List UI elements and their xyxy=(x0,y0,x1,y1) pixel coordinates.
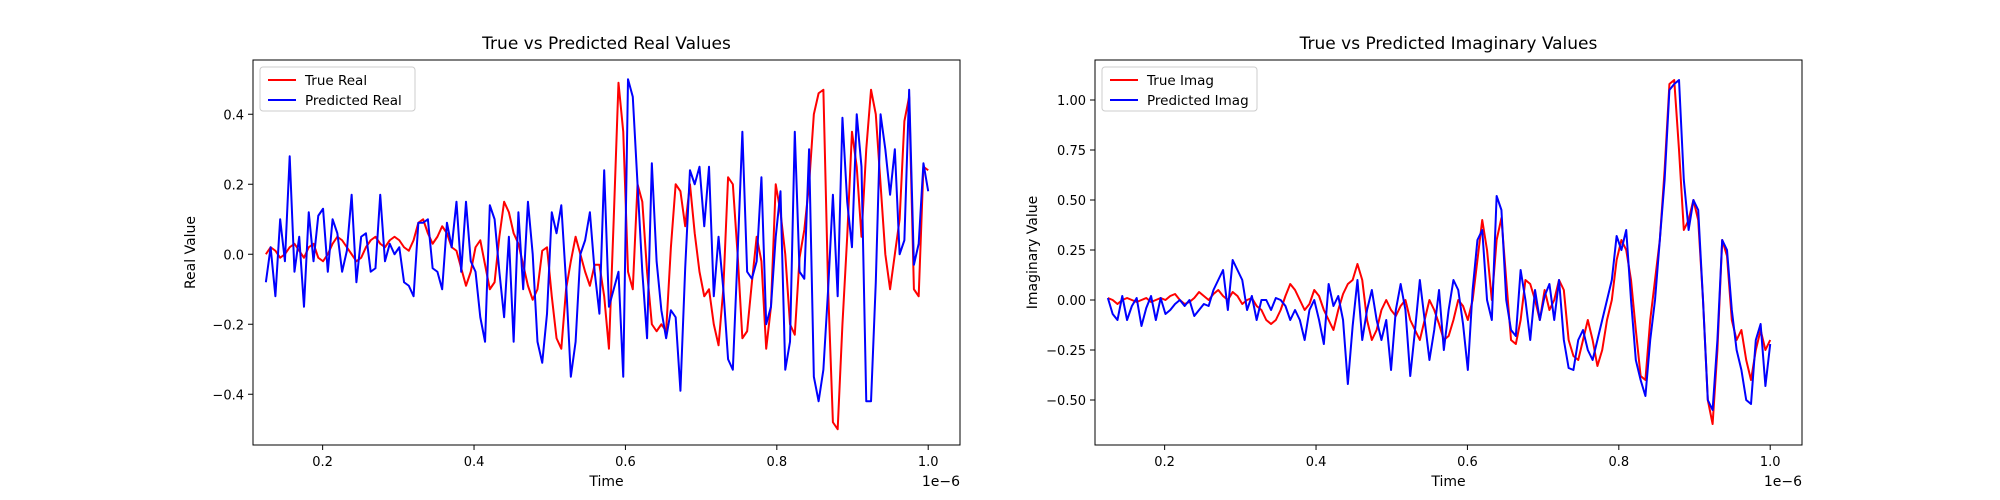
chart-title: True vs Predicted Imaginary Values xyxy=(1299,34,1598,54)
series-line-0 xyxy=(1107,79,1772,425)
series-line-0 xyxy=(265,81,929,431)
x-axis-offset-label: 1e−6 xyxy=(1764,474,1802,490)
chart-title: True vs Predicted Real Values xyxy=(481,34,731,54)
legend-label: True Imag xyxy=(1146,73,1214,89)
legend-box xyxy=(1101,66,1258,112)
y-tick-label: −0.4 xyxy=(212,388,244,403)
x-tick-label: 0.6 xyxy=(615,455,636,470)
x-tick-label: 0.2 xyxy=(312,455,333,470)
y-tick-label: 0.50 xyxy=(1057,194,1086,209)
series-line-1 xyxy=(264,78,930,403)
legend-label: True Real xyxy=(304,73,367,89)
y-tick-label: 0.25 xyxy=(1057,244,1086,259)
x-axis-label: Time xyxy=(1430,474,1465,490)
y-tick-label: 0.2 xyxy=(223,178,244,193)
x-tick-label: 1.0 xyxy=(1760,455,1781,470)
series-line-1 xyxy=(1106,79,1772,411)
x-tick-label: 0.8 xyxy=(1608,455,1629,470)
y-tick-label: −0.25 xyxy=(1046,344,1086,359)
y-axis-label: Real Value xyxy=(183,216,199,289)
x-tick-label: 0.4 xyxy=(1306,455,1327,470)
y-tick-label: 0.4 xyxy=(223,108,244,123)
plot-frame xyxy=(1094,59,1803,446)
y-tick-label: −0.50 xyxy=(1046,394,1086,409)
x-tick-label: 0.6 xyxy=(1457,455,1478,470)
x-tick-label: 0.4 xyxy=(464,455,485,470)
x-axis-label: Time xyxy=(588,474,623,490)
x-axis-offset-label: 1e−6 xyxy=(922,474,960,490)
y-tick-label: 0.00 xyxy=(1057,294,1086,309)
legend-box xyxy=(259,66,416,112)
x-tick-label: 1.0 xyxy=(918,455,939,470)
y-axis-label: Imaginary Value xyxy=(1025,196,1041,310)
legend-label: Predicted Imag xyxy=(1147,93,1249,109)
y-tick-label: 0.0 xyxy=(223,248,244,263)
legend-label: Predicted Real xyxy=(305,93,402,109)
imaginary-values-chart: True vs Predicted Imaginary Values Time Im… xyxy=(1025,34,1803,490)
y-tick-label: 1.00 xyxy=(1057,94,1086,109)
y-tick-label: −0.2 xyxy=(212,318,244,333)
x-tick-label: 0.2 xyxy=(1154,455,1175,470)
plot-frame xyxy=(252,59,961,446)
real-values-chart: True vs Predicted Real Values Time Real Va… xyxy=(183,34,961,490)
y-tick-label: 0.75 xyxy=(1057,144,1086,159)
x-tick-label: 0.8 xyxy=(766,455,787,470)
